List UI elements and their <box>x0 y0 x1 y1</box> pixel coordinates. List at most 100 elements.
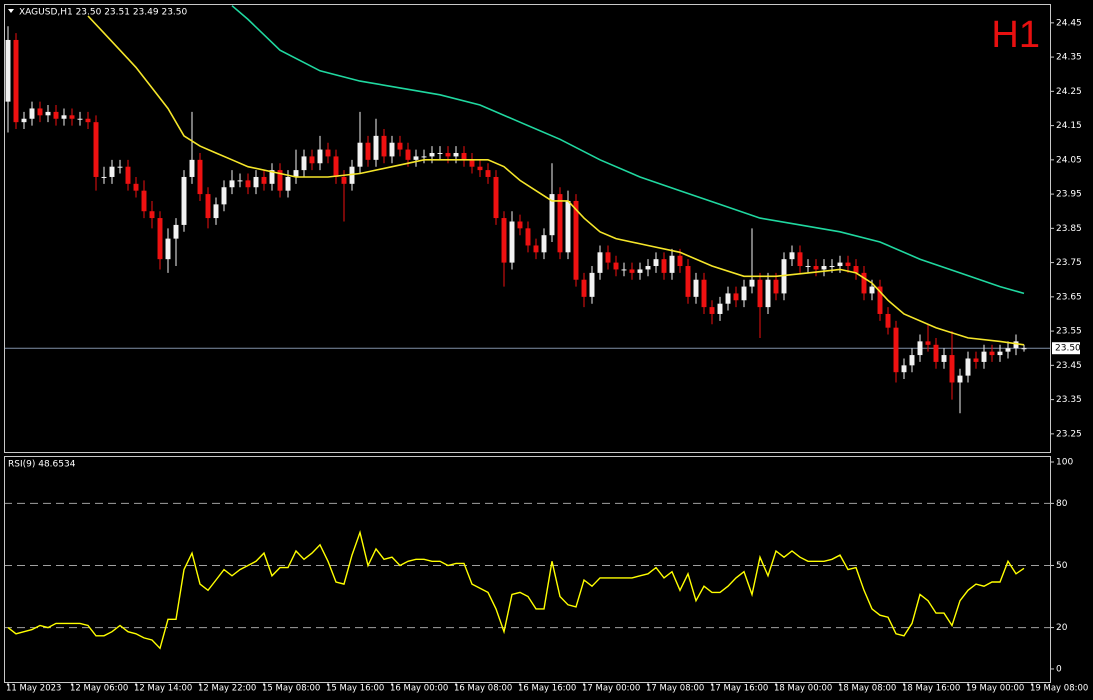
candle-body <box>541 235 547 253</box>
candle-body <box>381 135 387 157</box>
candle-body <box>85 118 91 123</box>
candle-body <box>13 39 19 123</box>
candle-body <box>933 344 939 362</box>
candle-body <box>437 152 443 154</box>
candle-body <box>965 358 971 376</box>
y-tick-label: 23.35 <box>1056 395 1082 405</box>
candle-body <box>485 170 491 177</box>
candle-body <box>413 156 419 160</box>
x-tick-label: 17 May 16:00 <box>710 684 768 694</box>
candle-body <box>269 170 275 184</box>
candle-body <box>69 115 75 119</box>
candle-body <box>757 279 763 308</box>
timeframe-label: H1 <box>991 14 1040 56</box>
candle-body <box>877 286 883 314</box>
candle-body <box>141 190 147 212</box>
candle-body <box>861 272 867 294</box>
candle-body <box>981 351 987 362</box>
candle-body <box>293 170 299 177</box>
candle-body <box>813 266 819 270</box>
candle-body <box>517 221 523 229</box>
price-plot <box>4 5 1050 414</box>
candle-body <box>917 341 923 356</box>
candle-body <box>469 159 475 167</box>
candle-body <box>597 252 603 273</box>
candle-body <box>21 118 27 123</box>
x-tick-label: 12 May 22:00 <box>198 684 256 694</box>
candle-body <box>677 255 683 267</box>
candle-body <box>821 266 827 270</box>
candle-body <box>285 176 291 191</box>
candle-body <box>525 228 531 246</box>
candle-body <box>1005 348 1011 352</box>
candle-body <box>165 238 171 260</box>
candle-body <box>909 355 915 366</box>
y-tick-label: 80 <box>1056 499 1068 509</box>
y-tick-label: 20 <box>1056 623 1068 633</box>
x-tick-label: 17 May 08:00 <box>646 684 704 694</box>
candle-body <box>837 262 843 267</box>
candle-body <box>101 176 107 178</box>
candle-body <box>717 303 723 314</box>
candle-body <box>685 266 691 297</box>
candle-body <box>725 293 731 304</box>
candle-body <box>37 108 43 116</box>
y-tick-label: 24.25 <box>1056 87 1082 97</box>
candle-body <box>157 218 163 260</box>
candle-body <box>869 286 875 294</box>
candle-body <box>533 245 539 253</box>
x-tick-label: 15 May 16:00 <box>326 684 384 694</box>
candle-body <box>29 108 35 119</box>
rsi-line <box>7 529 1025 650</box>
candle-body <box>397 142 403 150</box>
y-tick-label: 23.75 <box>1056 258 1082 268</box>
rsi-plot <box>4 502 1050 650</box>
candle-body <box>253 176 259 188</box>
candle-body <box>949 355 955 383</box>
candle-body <box>645 266 651 270</box>
x-tick-label: 11 May 2023 <box>6 684 61 694</box>
candle-body <box>549 194 555 236</box>
candle-body <box>781 259 787 294</box>
candle-body <box>181 176 187 225</box>
candle-body <box>301 156 307 171</box>
candle-body <box>605 252 611 263</box>
candle-body <box>509 221 515 263</box>
candle-body <box>117 166 123 168</box>
candle-body <box>309 156 315 164</box>
candle-body <box>653 259 659 267</box>
candle-body <box>853 266 859 273</box>
candle-body <box>957 375 963 383</box>
chart-title: XAGUSD,H1 23.50 23.51 23.49 23.50 <box>19 8 188 18</box>
candle-body <box>453 152 459 157</box>
current-price-bg <box>1052 342 1080 355</box>
candle-body <box>925 341 931 345</box>
candle-body <box>501 218 507 263</box>
candle-body <box>373 135 379 160</box>
candle-body <box>445 152 451 157</box>
candle-body <box>893 327 899 373</box>
candle-body <box>477 166 483 171</box>
candle-body <box>61 115 67 119</box>
candle-body <box>277 170 283 191</box>
y-tick-label: 23.55 <box>1056 327 1082 337</box>
x-tick-label: 18 May 00:00 <box>774 684 832 694</box>
candle-body <box>805 266 811 268</box>
candle-body <box>93 122 99 177</box>
candle-body <box>357 142 363 167</box>
x-tick-label: 19 May 00:00 <box>966 684 1024 694</box>
indicator-title: RSI(9) 48.6534 <box>8 460 76 470</box>
candle-body <box>405 149 411 160</box>
candle-body <box>613 262 619 270</box>
y-tick-label: 24.35 <box>1056 53 1082 63</box>
candle-body <box>629 269 635 273</box>
candle-body <box>749 279 755 287</box>
x-tick-label: 18 May 08:00 <box>838 684 896 694</box>
rsi-frame <box>4 456 1051 683</box>
candle-body <box>493 176 499 219</box>
candle-body <box>845 262 851 267</box>
candle-body <box>941 355 947 362</box>
menu-triangle[interactable] <box>8 9 14 13</box>
